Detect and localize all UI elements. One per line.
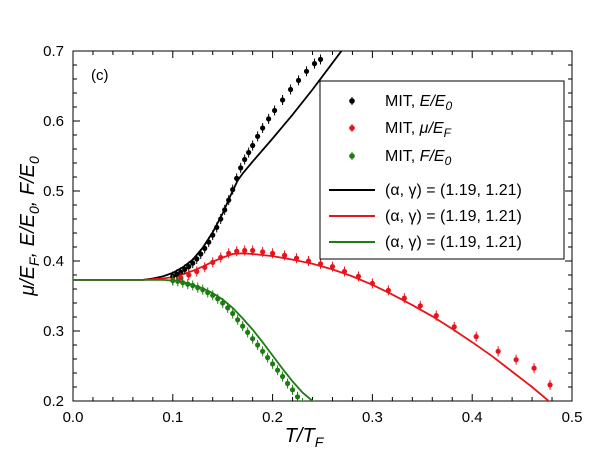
plot-series <box>73 51 553 432</box>
x-tick-label: 0.0 <box>63 409 84 426</box>
legend-label-mit-energy: MIT, E/E0 <box>385 93 452 113</box>
data-point <box>310 414 315 419</box>
panel-label: (c) <box>91 67 109 84</box>
fit-curve <box>73 51 343 281</box>
legend-label-fit-energy: (α, γ) = (1.19, 1.21) <box>385 182 522 199</box>
axis-tick-labels: 0.0 0.1 0.2 0.3 0.4 0.5 0.2 0.3 0.4 0.5 0.6 0.7 <box>43 43 582 426</box>
x-axis-title: T/TF <box>285 425 325 450</box>
y-tick-label: 0.6 <box>43 113 64 130</box>
data-point <box>305 408 310 413</box>
legend-box <box>319 80 565 260</box>
y-tick-label: 0.5 <box>43 183 64 200</box>
x-tick-label: 0.4 <box>462 409 483 426</box>
y-tick-label: 0.7 <box>43 43 64 60</box>
data-point <box>315 421 320 426</box>
x-tick-label: 0.2 <box>262 409 283 426</box>
legend-label-fit-chemical-potential: (α, γ) = (1.19, 1.21) <box>385 208 522 225</box>
y-axis-title: μ/EF, E/E0, F/E0 <box>17 156 42 297</box>
axis-ticks <box>72 50 573 402</box>
x-tick-label: 0.5 <box>562 409 583 426</box>
y-tick-label: 0.4 <box>43 253 64 270</box>
x-tick-label: 0.3 <box>362 409 383 426</box>
y-tick-label: 0.3 <box>43 323 64 340</box>
data-point <box>320 427 325 432</box>
legend-label-fit-free-energy: (α, γ) = (1.19, 1.21) <box>385 234 522 251</box>
legend-label-mit-free-energy: MIT, F/E0 <box>385 148 452 168</box>
legend-marks <box>329 97 375 243</box>
legend: MIT, E/E0 MIT, μ/EF MIT, F/E0 (α, γ) = (… <box>319 80 565 260</box>
x-tick-label: 0.1 <box>162 409 183 426</box>
legend-label-mit-chemical-potential: MIT, μ/EF <box>385 120 452 140</box>
y-tick-label: 0.2 <box>43 393 64 410</box>
